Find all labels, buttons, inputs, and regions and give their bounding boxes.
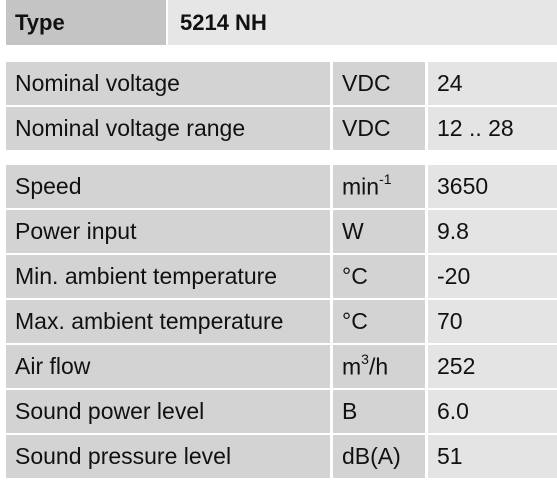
unit-text: m3/h	[342, 350, 389, 381]
row-unit: dB(A)	[333, 435, 425, 478]
row-label: Nominal voltage	[6, 62, 330, 105]
type-value: 5214 NH	[168, 0, 557, 45]
unit-base: min	[342, 173, 380, 200]
row-label: Speed	[6, 165, 330, 208]
row-value: 6.0	[428, 390, 557, 433]
unit-base: °C	[342, 263, 368, 289]
row-unit: °C	[333, 255, 425, 298]
unit-base: VDC	[342, 70, 391, 96]
row-label: Max. ambient temperature	[6, 300, 330, 343]
row-unit: VDC	[333, 107, 425, 150]
unit-text: W	[342, 218, 364, 245]
row-unit: VDC	[333, 62, 425, 105]
row-label: Sound pressure level	[6, 435, 330, 478]
row-value: 252	[428, 345, 557, 388]
unit-text: VDC	[342, 70, 391, 97]
row-label: Sound power level	[6, 390, 330, 433]
unit-text: B	[342, 398, 357, 425]
row-label: Power input	[6, 210, 330, 253]
type-label: Type	[6, 0, 166, 45]
unit-base: °C	[342, 308, 368, 334]
unit-text: °C	[342, 263, 368, 290]
row-value: 70	[428, 300, 557, 343]
unit-text: dB(A)	[342, 443, 401, 470]
unit-tail: /h	[368, 353, 389, 380]
row-value: 9.8	[428, 210, 557, 253]
row-unit: m3/h	[333, 345, 425, 388]
row-label: Nominal voltage range	[6, 107, 330, 150]
row-unit: min-1	[333, 165, 425, 208]
row-unit: B	[333, 390, 425, 433]
row-unit: °C	[333, 300, 425, 343]
row-label: Min. ambient temperature	[6, 255, 330, 298]
unit-sup: -1	[379, 170, 392, 187]
row-value: 51	[428, 435, 557, 478]
row-value: 3650	[428, 165, 557, 208]
unit-text: min-1	[342, 170, 392, 201]
unit-text: °C	[342, 308, 368, 335]
unit-base: m	[342, 353, 362, 380]
unit-base: dB(A)	[342, 443, 401, 469]
unit-base: VDC	[342, 115, 391, 141]
row-value: 12 .. 28	[428, 107, 557, 150]
unit-sup: 3	[361, 350, 369, 367]
row-value: -20	[428, 255, 557, 298]
row-unit: W	[333, 210, 425, 253]
unit-base: W	[342, 218, 364, 244]
unit-text: VDC	[342, 115, 391, 142]
row-value: 24	[428, 62, 557, 105]
row-label: Air flow	[6, 345, 330, 388]
unit-base: B	[342, 398, 358, 424]
